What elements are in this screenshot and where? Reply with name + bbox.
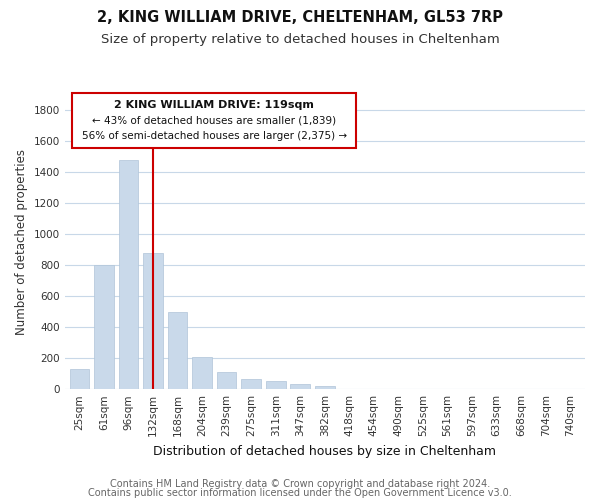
- Text: Size of property relative to detached houses in Cheltenham: Size of property relative to detached ho…: [101, 32, 499, 46]
- Bar: [119, 160, 138, 389]
- Text: 2 KING WILLIAM DRIVE: 119sqm: 2 KING WILLIAM DRIVE: 119sqm: [115, 100, 314, 110]
- Bar: [143, 252, 163, 389]
- Bar: [94, 265, 114, 389]
- Bar: [217, 372, 236, 389]
- Bar: [192, 358, 212, 389]
- Text: Contains HM Land Registry data © Crown copyright and database right 2024.: Contains HM Land Registry data © Crown c…: [110, 479, 490, 489]
- X-axis label: Distribution of detached houses by size in Cheltenham: Distribution of detached houses by size …: [154, 444, 496, 458]
- Bar: [266, 382, 286, 389]
- Text: 2, KING WILLIAM DRIVE, CHELTENHAM, GL53 7RP: 2, KING WILLIAM DRIVE, CHELTENHAM, GL53 …: [97, 10, 503, 25]
- FancyBboxPatch shape: [73, 93, 356, 148]
- Bar: [168, 312, 187, 389]
- Y-axis label: Number of detached properties: Number of detached properties: [15, 149, 28, 335]
- Text: Contains public sector information licensed under the Open Government Licence v3: Contains public sector information licen…: [88, 488, 512, 498]
- Bar: [290, 384, 310, 389]
- Bar: [70, 369, 89, 389]
- Bar: [241, 378, 261, 389]
- Text: 56% of semi-detached houses are larger (2,375) →: 56% of semi-detached houses are larger (…: [82, 131, 347, 141]
- Bar: [315, 386, 335, 389]
- Text: ← 43% of detached houses are smaller (1,839): ← 43% of detached houses are smaller (1,…: [92, 116, 337, 126]
